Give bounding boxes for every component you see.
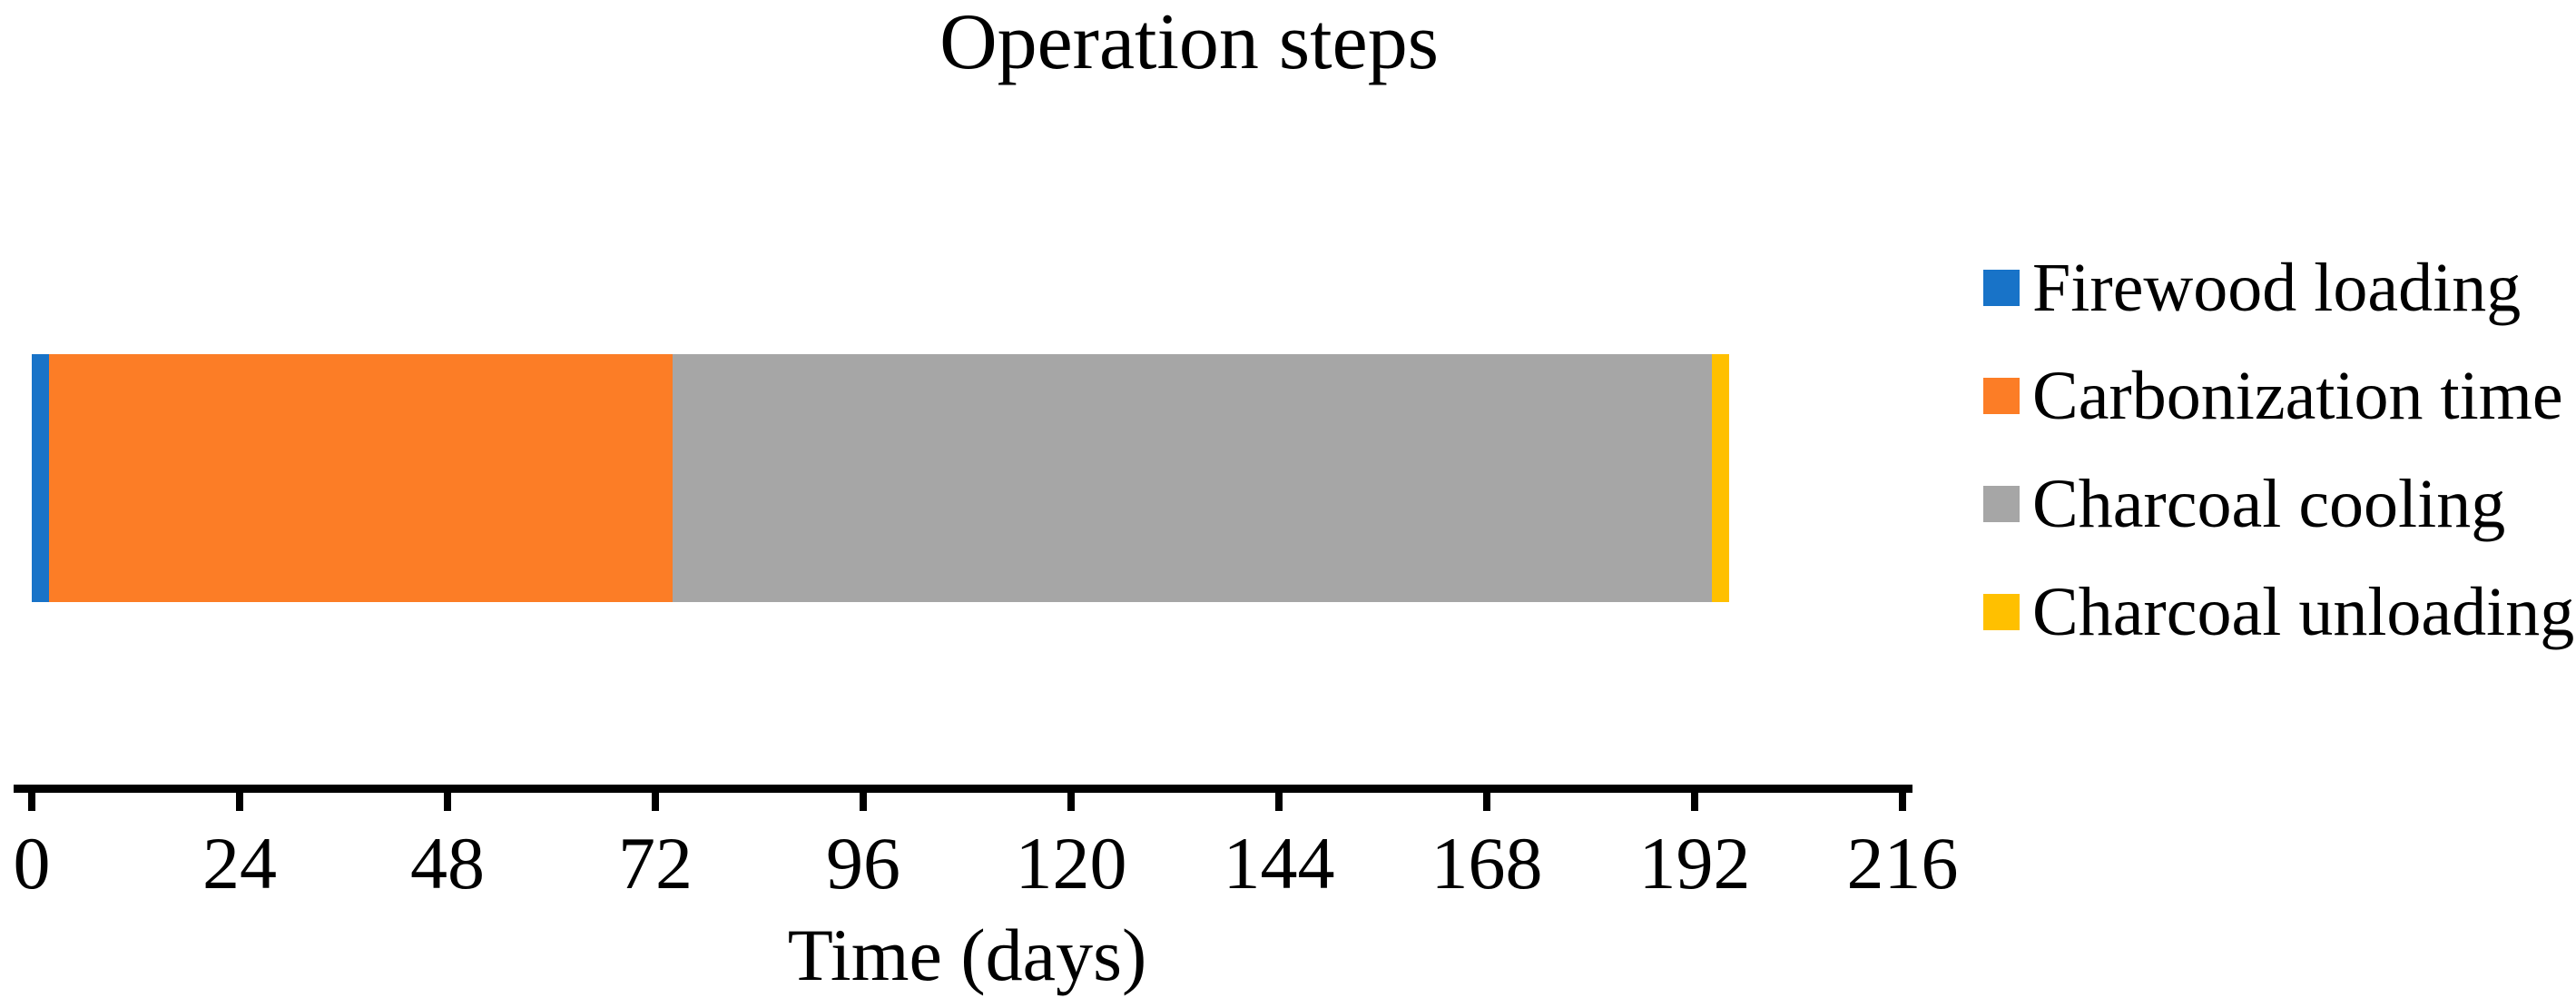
x-tick-label-24: 24 [202,822,277,904]
x-tick-label-72: 72 [618,822,693,904]
legend-swatch-icon [1983,486,2020,522]
x-tick-120 [1067,785,1075,811]
x-tick-216 [1899,785,1906,811]
x-tick-48 [444,785,451,811]
x-tick-96 [860,785,867,811]
legend-item-firewood-loading: Firewood loading [1983,245,2574,331]
x-axis-line [14,785,1912,793]
x-tick-72 [652,785,659,811]
legend: Firewood loading Carbonization time Charco… [1983,245,2574,677]
legend-label: Carbonization time [2032,358,2563,434]
legend-item-charcoal-cooling: Charcoal cooling [1983,461,2574,547]
x-axis-label: Time (days) [787,914,1147,996]
legend-swatch-icon [1983,270,2020,306]
x-tick-label-96: 96 [826,822,900,904]
x-tick-24 [236,785,243,811]
x-tick-0 [28,785,35,811]
legend-swatch-icon [1983,594,2020,630]
legend-swatch-icon [1983,378,2020,414]
x-tick-144 [1275,785,1283,811]
x-tick-label-144: 144 [1223,822,1335,904]
bar-segment-carbonization-time [49,354,673,602]
x-tick-168 [1483,785,1490,811]
legend-label: Firewood loading [2032,250,2522,326]
legend-label: Charcoal cooling [2032,466,2506,542]
legend-item-carbonization-time: Carbonization time [1983,353,2574,439]
bar-segment-charcoal-unloading [1712,354,1730,602]
bar-segment-charcoal-cooling [673,354,1713,602]
legend-label: Charcoal unloading [2032,574,2575,650]
x-tick-label-192: 192 [1638,822,1751,904]
bar-segment-firewood-loading [32,354,50,602]
x-tick-192 [1691,785,1698,811]
x-tick-label-0: 0 [13,822,51,904]
legend-item-charcoal-unloading: Charcoal unloading [1983,569,2574,655]
x-tick-label-168: 168 [1431,822,1543,904]
chart-title: Operation steps [939,0,1439,86]
x-tick-label-120: 120 [1015,822,1127,904]
x-tick-label-48: 48 [410,822,485,904]
x-tick-label-216: 216 [1846,822,1959,904]
